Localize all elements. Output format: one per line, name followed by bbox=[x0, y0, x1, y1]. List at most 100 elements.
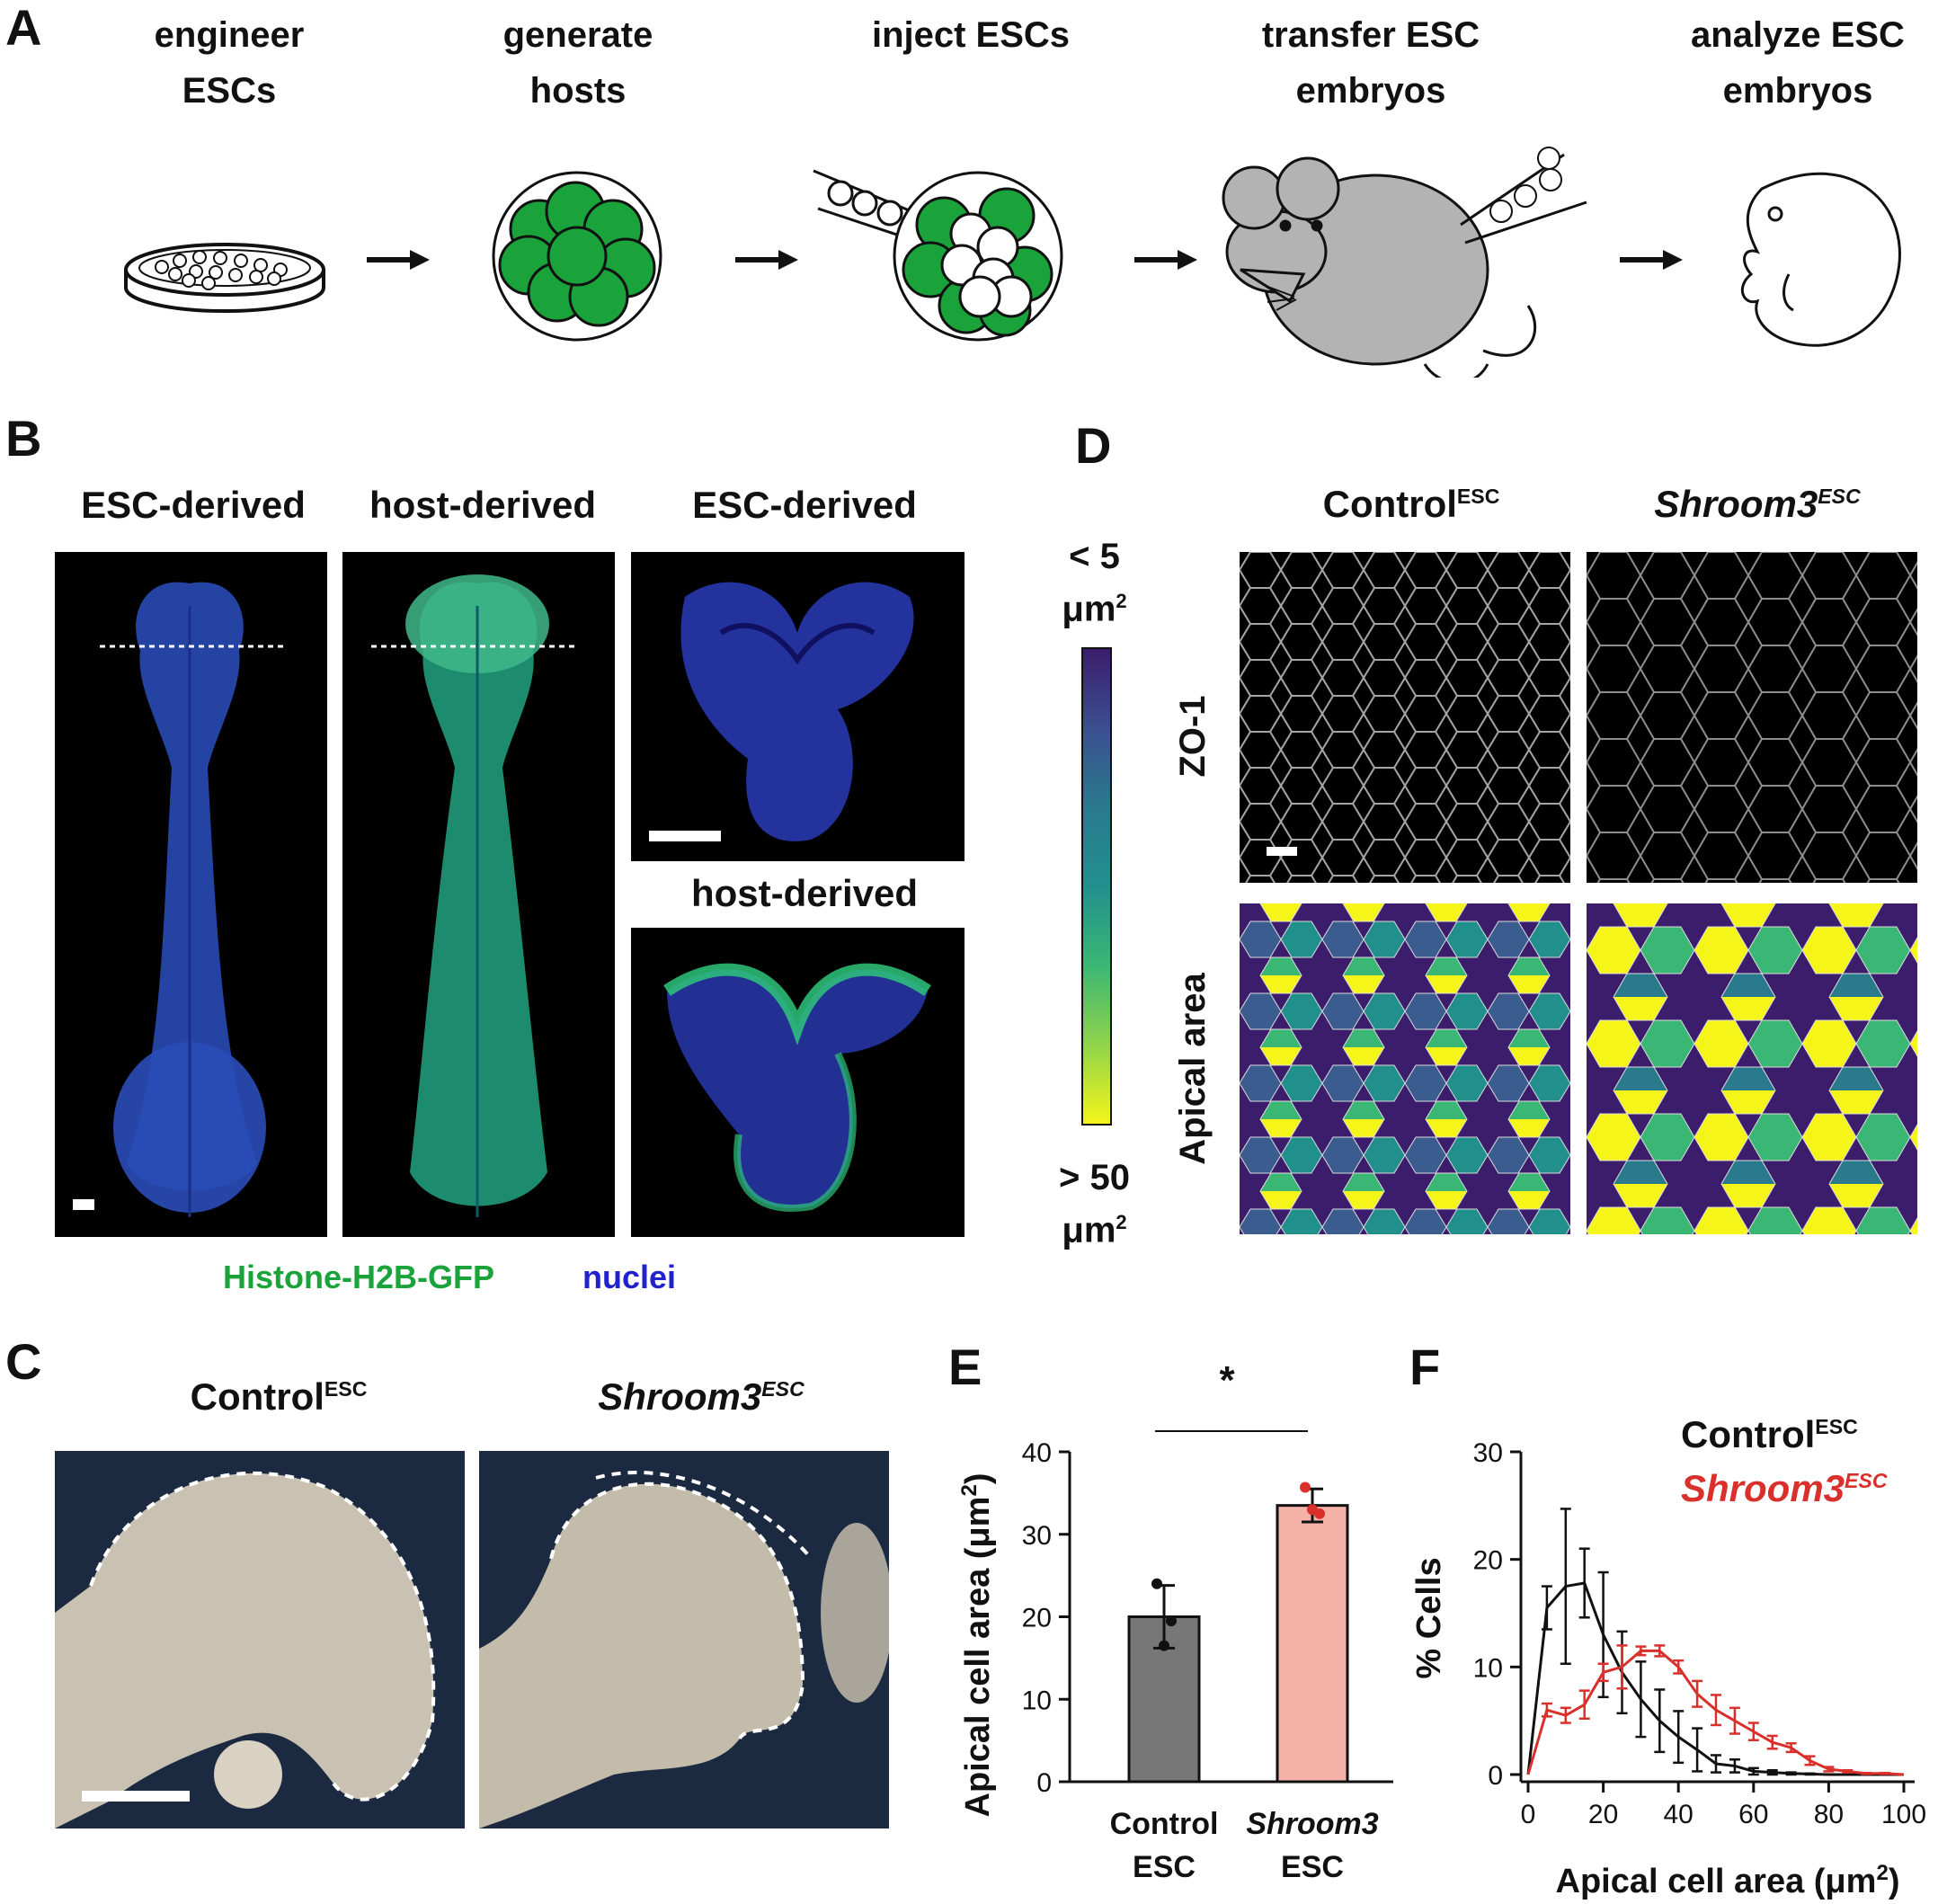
embryo-icon bbox=[1740, 172, 1901, 347]
panel-f-xlabel-sup: 2 bbox=[1876, 1861, 1888, 1885]
panel-e-ylabel-sup: 2 bbox=[957, 1484, 982, 1496]
injection-icon bbox=[813, 169, 1063, 342]
control-embryo-photo bbox=[55, 1451, 465, 1828]
legend-control: ControlESC bbox=[1681, 1413, 1858, 1456]
esc-derived-whole-embryo-image bbox=[55, 552, 327, 1237]
legend-shroom3: Shroom3ESC bbox=[1681, 1467, 1888, 1510]
y-tick-label: 30 bbox=[1473, 1438, 1503, 1468]
data-point bbox=[1151, 1578, 1162, 1589]
panel-f-xlabel-end: ) bbox=[1889, 1863, 1900, 1900]
scale-bar bbox=[73, 1199, 94, 1210]
panel-d-col2-text: Shroom3 bbox=[1654, 483, 1818, 525]
colorbar-top-label: < 5 μm2 bbox=[1034, 534, 1155, 631]
arrow-icon bbox=[1620, 250, 1683, 270]
step-1-line2: ESCs bbox=[182, 71, 277, 111]
colorbar-bottom-sup: 2 bbox=[1116, 1211, 1127, 1233]
x-tick-label: 100 bbox=[1881, 1800, 1926, 1829]
esc-derived-section-image bbox=[631, 552, 965, 861]
step-transfer-embryos: transfer ESC embryos bbox=[1236, 7, 1506, 119]
arrow-icon bbox=[367, 250, 430, 270]
data-point bbox=[1314, 1508, 1325, 1519]
shroom3-zo1-image bbox=[1587, 552, 1917, 883]
host-derived-section-image bbox=[631, 928, 965, 1237]
control-apical-area-map bbox=[1240, 903, 1570, 1234]
panel-a-illustrations bbox=[124, 147, 1901, 378]
legend-control-text: Control bbox=[1681, 1413, 1816, 1455]
y-tick-label: 30 bbox=[1022, 1521, 1052, 1551]
colorbar-top-sup: 2 bbox=[1116, 590, 1127, 612]
legend-shroom3-sup: ESC bbox=[1845, 1469, 1888, 1492]
step-2-line1: generate bbox=[502, 15, 653, 55]
panel-f-ylabel: % Cells bbox=[1410, 1557, 1448, 1678]
step-4-line1: transfer ESC bbox=[1261, 15, 1480, 55]
panel-a-label: A bbox=[5, 0, 42, 56]
panel-c-right-sup: ESC bbox=[761, 1377, 805, 1401]
row-label-apical-area: Apical area bbox=[1173, 973, 1213, 1165]
y-tick-label: 40 bbox=[1022, 1438, 1052, 1468]
legend-gfp: Histone-H2B-GFP bbox=[223, 1259, 495, 1295]
x-tick-label: 20 bbox=[1588, 1800, 1618, 1829]
step-engineer-escs: engineer ESCs bbox=[94, 7, 364, 119]
step-4-line2: embryos bbox=[1295, 71, 1446, 111]
panel-f-plot-area: 0 10 20 30 0 20 40 60 80 100 bbox=[1473, 1438, 1926, 1829]
x-tick-label: 40 bbox=[1664, 1800, 1694, 1829]
y-tick-label: 10 bbox=[1022, 1686, 1052, 1715]
legend-control-sup: ESC bbox=[1815, 1415, 1858, 1438]
panel-d-col1-sup: ESC bbox=[1456, 485, 1500, 508]
panel-e-ylabel: Apical cell area (μm2) bbox=[957, 1473, 997, 1818]
y-tick-label: 20 bbox=[1473, 1546, 1503, 1576]
panel-c-right-title-text: Shroom3 bbox=[598, 1375, 762, 1418]
step-generate-hosts: generate hosts bbox=[443, 7, 713, 119]
panel-e-chart: 0 10 20 30 40 * Apical cell area (μm2) Contr… bbox=[957, 1366, 1393, 1884]
host-derived-whole-embryo-image bbox=[342, 552, 615, 1237]
legend-shroom3-text: Shroom3 bbox=[1681, 1467, 1845, 1509]
significance-star: * bbox=[1219, 1366, 1235, 1402]
shroom3-embryo-photo bbox=[479, 1451, 889, 1828]
colorbar-bottom-label: > 50 μm2 bbox=[1034, 1155, 1155, 1252]
colorbar-top-line1: < 5 bbox=[1069, 537, 1120, 576]
panel-d-col2-sup: ESC bbox=[1818, 485, 1861, 508]
petri-dish-icon bbox=[124, 243, 325, 313]
step-inject-escs: inject ESCs bbox=[836, 7, 1106, 63]
step-5-line2: embryos bbox=[1722, 71, 1873, 111]
step-3-line1: inject ESCs bbox=[871, 15, 1071, 55]
panel-e-plot-area: 0 10 20 30 40 bbox=[1022, 1430, 1393, 1798]
x-tick-label: 60 bbox=[1738, 1800, 1768, 1829]
arrow-icon bbox=[1134, 250, 1197, 270]
panel-d-label: D bbox=[1075, 417, 1112, 474]
data-point bbox=[1166, 1615, 1177, 1627]
panel-e-x2-line1: Shroom3 bbox=[1246, 1807, 1378, 1841]
panel-b-col3-top-title: ESC-derived bbox=[692, 484, 917, 526]
panel-e-x1-line1: Control bbox=[1110, 1807, 1219, 1841]
y-tick-label: 0 bbox=[1036, 1768, 1052, 1798]
scale-bar bbox=[82, 1791, 190, 1802]
data-point bbox=[1300, 1481, 1311, 1493]
panel-c-right-title: Shroom3ESC bbox=[557, 1375, 845, 1419]
panel-b-col2-title: host-derived bbox=[369, 484, 597, 526]
apical-area-colorbar bbox=[1081, 647, 1112, 1125]
colorbar-bottom-unit: μm bbox=[1062, 1210, 1116, 1250]
step-5-line1: analyze ESC bbox=[1691, 15, 1905, 55]
panel-b-col1-title: ESC-derived bbox=[81, 484, 306, 526]
panel-e-x1-line2: ESC bbox=[1133, 1850, 1196, 1884]
panel-e-ylabel-text: Apical cell area (μm bbox=[959, 1497, 997, 1818]
panel-c-left-title: ControlESC bbox=[144, 1375, 413, 1419]
scale-bar bbox=[1267, 847, 1297, 856]
shroom3-apical-area-map bbox=[1587, 903, 1917, 1234]
x-tick-label: 80 bbox=[1814, 1800, 1844, 1829]
y-tick-label: 10 bbox=[1473, 1653, 1503, 1683]
bar bbox=[1276, 1504, 1349, 1784]
panel-b-col3-bottom-title: host-derived bbox=[690, 872, 919, 914]
y-tick-label: 0 bbox=[1488, 1761, 1503, 1791]
mouse-icon bbox=[1222, 147, 1587, 378]
row-label-zo1: ZO-1 bbox=[1173, 695, 1213, 778]
panel-b-label: B bbox=[5, 410, 42, 467]
panel-f-xlabel: Apical cell area (μm2) bbox=[1556, 1861, 1900, 1900]
panel-c-left-sup: ESC bbox=[324, 1377, 368, 1401]
step-analyze-embryos: analyze ESC embryos bbox=[1663, 7, 1933, 119]
panel-f-chart: 0 10 20 30 0 20 40 60 80 100 % Cells Apical cell … bbox=[1410, 1438, 1926, 1900]
panel-d-col1-title: ControlESC bbox=[1240, 483, 1582, 526]
panel-f-xlabel-text: Apical cell area (μm bbox=[1556, 1863, 1877, 1900]
colorbar-top-unit: μm bbox=[1062, 589, 1116, 629]
